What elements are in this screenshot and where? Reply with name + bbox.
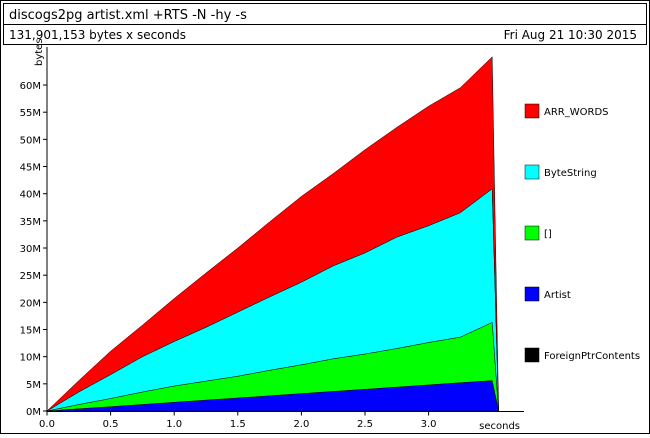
y-tick-label: 25M bbox=[20, 271, 41, 282]
y-tick-label: 20M bbox=[20, 298, 41, 309]
total-text: 131,901,153 bytes x seconds bbox=[9, 28, 186, 42]
axes: 0M 5M 10M 15M 20M 25M 30M 35M 40M 45M 50M 55M 60M 0.0… bbox=[20, 47, 524, 430]
y-tick-label: 0M bbox=[26, 407, 41, 418]
x-tick-label: 2.5 bbox=[357, 419, 373, 430]
legend-label: Artist bbox=[544, 290, 571, 301]
x-tick-label: 3.0 bbox=[421, 419, 437, 430]
y-tick-label: 50M bbox=[20, 135, 41, 146]
x-tick-label: 0.5 bbox=[103, 419, 119, 430]
legend: ARR_WORDS ByteString [] Artist ForeignPtrCon… bbox=[524, 103, 640, 363]
y-tick-label: 45M bbox=[20, 163, 41, 174]
y-tick-label: 40M bbox=[20, 190, 41, 201]
legend-label: ByteString bbox=[544, 168, 597, 179]
legend-label: ForeignPtrContents bbox=[544, 351, 640, 362]
x-tick-label: 1.0 bbox=[166, 419, 182, 430]
legend-swatch bbox=[524, 103, 540, 119]
legend-swatch bbox=[524, 225, 540, 241]
x-tick-label: 1.5 bbox=[230, 419, 246, 430]
legend-swatch bbox=[524, 286, 540, 302]
x-tick-label: 2.0 bbox=[293, 419, 309, 430]
y-tick-label: 30M bbox=[20, 244, 41, 255]
legend-label: ARR_WORDS bbox=[544, 107, 609, 118]
y-tick-label: 15M bbox=[20, 326, 41, 337]
y-tick-label: 5M bbox=[26, 380, 41, 391]
y-tick-label: 35M bbox=[20, 217, 41, 228]
y-axis-label: bytes bbox=[34, 38, 45, 66]
date-text: Fri Aug 21 10:30 2015 bbox=[504, 28, 637, 42]
legend-swatch bbox=[524, 164, 540, 180]
y-tick-label: 55M bbox=[20, 108, 41, 119]
y-tick-label: 10M bbox=[20, 353, 41, 364]
y-tick-label: 60M bbox=[20, 81, 41, 92]
x-tick-label: 0.0 bbox=[39, 419, 55, 430]
x-axis-label: seconds bbox=[479, 421, 520, 432]
summary-box bbox=[3, 24, 647, 45]
command-text: discogs2pg artist.xml +RTS -N -hy -s bbox=[9, 8, 247, 23]
legend-swatch bbox=[524, 347, 540, 363]
legend-label: [] bbox=[544, 229, 552, 240]
